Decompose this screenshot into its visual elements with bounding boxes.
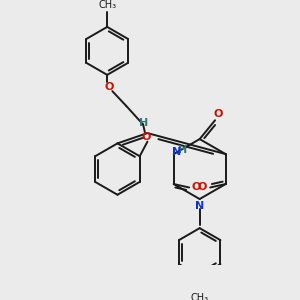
Text: O: O xyxy=(191,182,201,193)
Text: O: O xyxy=(198,182,207,193)
Text: O: O xyxy=(104,82,114,92)
Text: N: N xyxy=(195,201,204,211)
Text: O: O xyxy=(214,109,223,119)
Text: CH₃: CH₃ xyxy=(190,293,209,300)
Text: H: H xyxy=(178,145,187,155)
Text: O: O xyxy=(142,131,151,142)
Text: CH₃: CH₃ xyxy=(98,0,116,10)
Text: H: H xyxy=(140,118,148,128)
Text: N: N xyxy=(172,147,181,158)
